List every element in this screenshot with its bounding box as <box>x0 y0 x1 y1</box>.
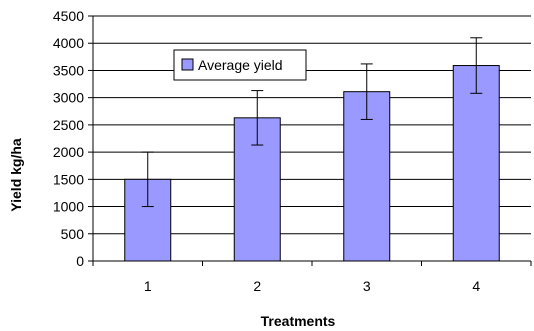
y-tick-label: 2500 <box>53 117 84 133</box>
legend-label: Average yield <box>198 57 283 73</box>
y-axis-title: Yield kg/ha <box>8 138 24 212</box>
y-tick-label: 1000 <box>53 199 84 215</box>
legend: Average yield <box>174 50 306 80</box>
y-tick-label: 0 <box>76 253 84 269</box>
x-axis-ticks: 1 2 3 4 <box>93 261 531 294</box>
y-tick-label: 500 <box>61 226 85 242</box>
x-tick-label: 2 <box>253 278 261 294</box>
y-axis-ticks: 0 500 1000 1500 2000 2500 3000 3500 4000 4500 <box>53 8 93 269</box>
y-tick-label: 3000 <box>53 90 84 106</box>
x-tick-label: 4 <box>472 278 480 294</box>
y-tick-label: 4000 <box>53 35 84 51</box>
y-tick-label: 2000 <box>53 144 84 160</box>
y-tick-label: 3500 <box>53 62 84 78</box>
bar <box>453 66 499 261</box>
bars <box>125 66 499 261</box>
legend-swatch <box>182 59 193 70</box>
y-tick-label: 4500 <box>53 8 84 24</box>
x-tick-label: 1 <box>144 278 152 294</box>
x-axis-title: Treatments <box>261 313 336 329</box>
x-tick-label: 3 <box>363 278 371 294</box>
y-tick-label: 1500 <box>53 171 84 187</box>
